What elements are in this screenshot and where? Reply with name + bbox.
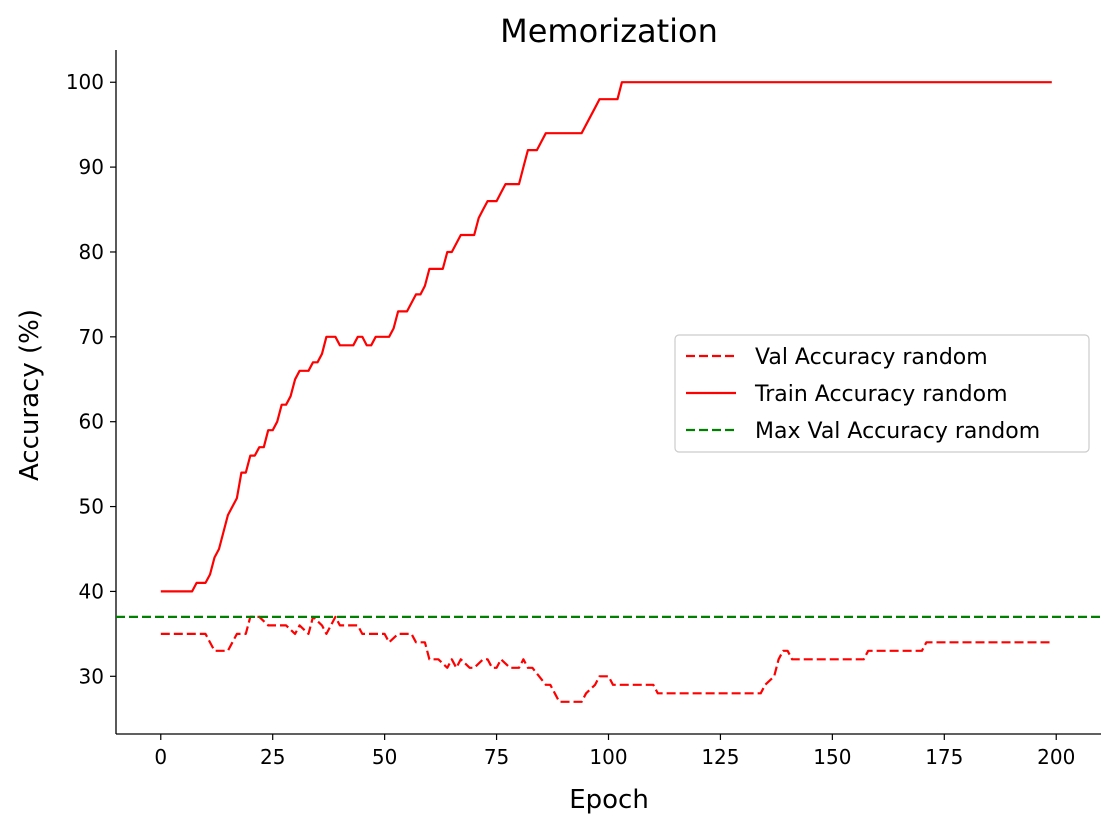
legend-box — [674, 334, 1090, 453]
y-tick-label: 50 — [79, 495, 104, 519]
x-tick-label: 200 — [1037, 745, 1075, 769]
x-tick-label: 150 — [813, 745, 851, 769]
series-line-val-accuracy — [160, 615, 1052, 703]
plot-area: 0 25 50 75 100 125 150 175 200 30 40 50 60 70 80 90 100 V… — [66, 50, 1101, 769]
x-tick-label: 50 — [372, 745, 397, 769]
legend-label: Val Accuracy random — [755, 345, 988, 370]
legend-label: Max Val Accuracy random — [755, 419, 1040, 444]
chart-title: Memorization — [500, 12, 718, 50]
x-tick-label: 25 — [260, 745, 285, 769]
x-tick-label: 75 — [484, 745, 509, 769]
x-tick-label: 0 — [154, 745, 167, 769]
x-tick-label: 100 — [589, 745, 627, 769]
y-tick-label: 100 — [66, 70, 104, 94]
legend-label: Train Accuracy random — [754, 382, 1008, 407]
x-axis-label: Epoch — [569, 785, 649, 815]
y-tick-label: 30 — [79, 664, 104, 688]
y-tick-label: 90 — [79, 155, 104, 179]
y-tick-label: 40 — [79, 579, 104, 603]
series-line-train-accuracy — [160, 81, 1052, 593]
y-tick-label: 80 — [79, 240, 104, 264]
x-tick-label: 125 — [701, 745, 739, 769]
x-tick-label: 175 — [925, 745, 963, 769]
y-axis-label: Accuracy (%) — [15, 309, 45, 481]
y-tick-label: 70 — [79, 325, 104, 349]
y-tick-label: 60 — [79, 410, 104, 434]
